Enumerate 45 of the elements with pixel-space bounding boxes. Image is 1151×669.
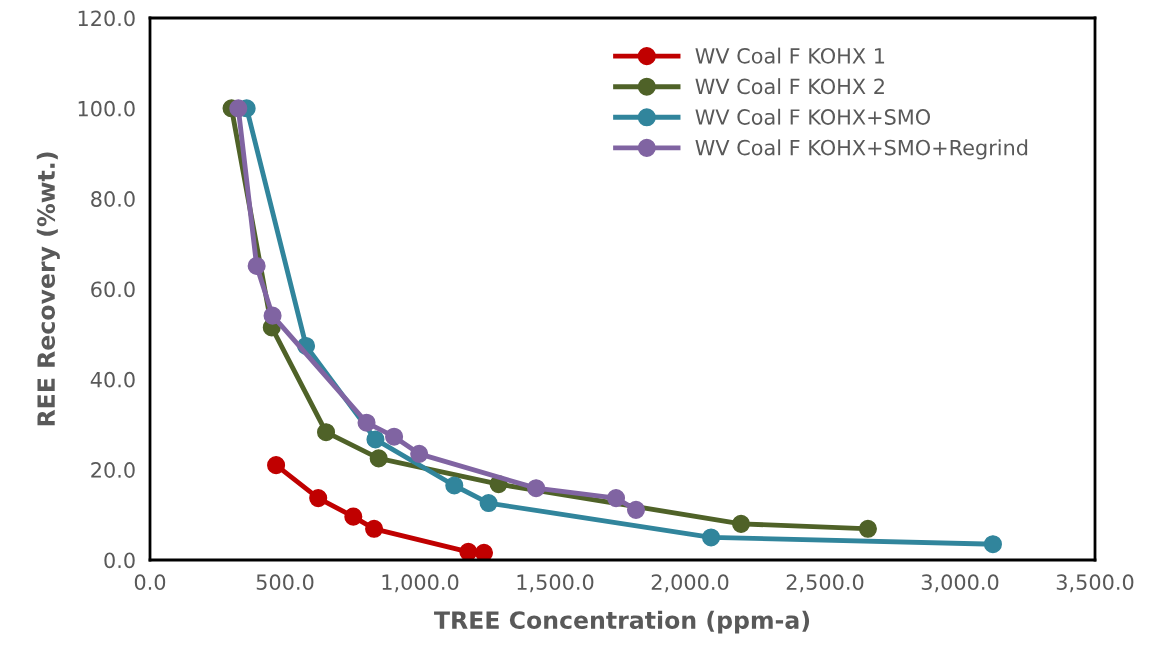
point bbox=[344, 507, 363, 526]
y-tick-label: 100.0 bbox=[78, 100, 135, 117]
x-tick-label: 1,500.0 bbox=[517, 574, 594, 593]
point bbox=[369, 449, 388, 468]
point bbox=[365, 519, 384, 538]
x-tick-label: 2,500.0 bbox=[786, 574, 864, 593]
point bbox=[309, 489, 328, 508]
x-tick-label: 0.0 bbox=[134, 574, 166, 591]
point bbox=[317, 423, 336, 442]
point bbox=[229, 99, 248, 118]
legend-label: WV Coal F KOHX+SMO bbox=[695, 108, 930, 125]
legend-label: WV Coal F KOHX 1 bbox=[695, 47, 885, 64]
point bbox=[606, 489, 626, 508]
point bbox=[983, 535, 1002, 554]
point bbox=[267, 456, 286, 475]
point bbox=[702, 528, 721, 547]
point bbox=[459, 542, 478, 560]
x-axis-title: TREE Concentration (ppm-a) bbox=[434, 610, 810, 634]
point bbox=[445, 476, 464, 495]
x-tick-label: 3,000.0 bbox=[921, 574, 999, 593]
point bbox=[858, 519, 877, 538]
point bbox=[366, 430, 385, 449]
point bbox=[732, 514, 751, 533]
point bbox=[479, 494, 498, 513]
point bbox=[527, 479, 546, 498]
point bbox=[410, 444, 429, 463]
y-tick-label: 20.0 bbox=[91, 462, 135, 478]
x-tick-label: 3,500.0 bbox=[1056, 574, 1134, 593]
point bbox=[626, 500, 646, 519]
y-axis-title: REE Recovery (%wt.) bbox=[36, 152, 60, 426]
point bbox=[247, 256, 266, 275]
legend-label: WV Coal F KOHX+SMO+Regrind bbox=[695, 139, 1028, 160]
point bbox=[263, 306, 282, 325]
x-tick-label: 500.0 bbox=[256, 574, 314, 591]
y-tick-label: 40.0 bbox=[90, 371, 135, 388]
point bbox=[385, 427, 404, 446]
legend-label: WV Coal F KOHX 2 bbox=[695, 78, 884, 95]
x-tick-label: 2,000.0 bbox=[651, 574, 729, 593]
y-tick-label: 0.0 bbox=[104, 552, 135, 569]
x-tick-label: 1,000.0 bbox=[382, 574, 459, 593]
y-tick-label: 120.0 bbox=[78, 10, 135, 27]
point bbox=[474, 543, 494, 560]
y-tick-label: 60.0 bbox=[91, 281, 135, 298]
point bbox=[357, 413, 376, 432]
y-tick-label: 80.0 bbox=[91, 191, 135, 207]
